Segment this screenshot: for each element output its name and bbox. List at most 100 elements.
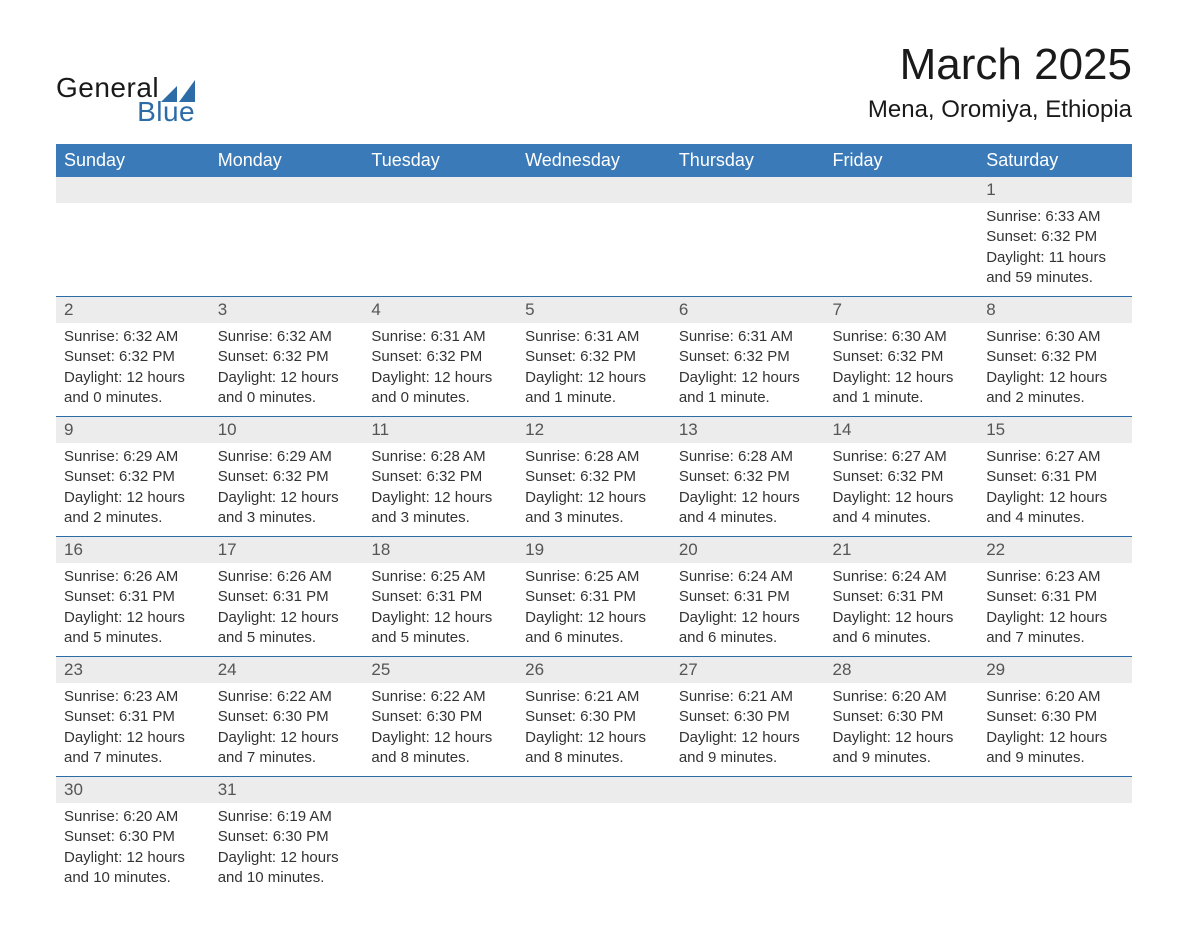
day-detail-cell: Sunrise: 6:19 AMSunset: 6:30 PMDaylight:… — [210, 803, 364, 896]
day-d1: Daylight: 12 hours — [986, 488, 1124, 508]
day-sr: Sunrise: 6:25 AM — [371, 567, 509, 587]
day-number-cell: 24 — [210, 657, 364, 684]
day-number-cell: 16 — [56, 537, 210, 564]
day-number-cell — [671, 177, 825, 203]
day-detail-cell: Sunrise: 6:26 AMSunset: 6:31 PMDaylight:… — [210, 563, 364, 657]
day-sr: Sunrise: 6:26 AM — [218, 567, 356, 587]
day-number-cell — [363, 177, 517, 203]
day-number-cell: 7 — [825, 297, 979, 324]
day-d2: and 0 minutes. — [64, 388, 202, 408]
day-detail-cell — [825, 803, 979, 896]
day-d2: and 4 minutes. — [833, 508, 971, 528]
day-number-cell — [363, 777, 517, 804]
day-detail-cell: Sunrise: 6:31 AMSunset: 6:32 PMDaylight:… — [363, 323, 517, 417]
day-number-cell: 29 — [978, 657, 1132, 684]
day-d2: and 3 minutes. — [525, 508, 663, 528]
day-d1: Daylight: 12 hours — [218, 848, 356, 868]
day-d2: and 59 minutes. — [986, 268, 1124, 288]
day-detail-cell: Sunrise: 6:26 AMSunset: 6:31 PMDaylight:… — [56, 563, 210, 657]
day-detail-cell — [210, 203, 364, 297]
day-detail-cell — [671, 203, 825, 297]
day-ss: Sunset: 6:32 PM — [64, 347, 202, 367]
day-ss: Sunset: 6:32 PM — [525, 467, 663, 487]
day-number-cell: 4 — [363, 297, 517, 324]
day-number-row: 23242526272829 — [56, 657, 1132, 684]
day-number-cell: 15 — [978, 417, 1132, 444]
day-d1: Daylight: 12 hours — [833, 608, 971, 628]
day-number-cell: 14 — [825, 417, 979, 444]
day-number-cell: 13 — [671, 417, 825, 444]
day-sr: Sunrise: 6:31 AM — [371, 327, 509, 347]
day-d1: Daylight: 12 hours — [525, 608, 663, 628]
day-d1: Daylight: 11 hours — [986, 248, 1124, 268]
day-number-cell: 21 — [825, 537, 979, 564]
day-sr: Sunrise: 6:19 AM — [218, 807, 356, 827]
day-detail-cell: Sunrise: 6:31 AMSunset: 6:32 PMDaylight:… — [517, 323, 671, 417]
day-ss: Sunset: 6:32 PM — [525, 347, 663, 367]
day-detail-cell: Sunrise: 6:23 AMSunset: 6:31 PMDaylight:… — [56, 683, 210, 777]
day-sr: Sunrise: 6:26 AM — [64, 567, 202, 587]
day-detail-row: Sunrise: 6:26 AMSunset: 6:31 PMDaylight:… — [56, 563, 1132, 657]
day-d1: Daylight: 12 hours — [833, 368, 971, 388]
day-detail-cell — [56, 203, 210, 297]
day-sr: Sunrise: 6:30 AM — [833, 327, 971, 347]
day-d2: and 9 minutes. — [986, 748, 1124, 768]
day-detail-cell: Sunrise: 6:27 AMSunset: 6:32 PMDaylight:… — [825, 443, 979, 537]
logo-word2: Blue — [137, 98, 195, 126]
day-d2: and 0 minutes. — [218, 388, 356, 408]
day-d1: Daylight: 12 hours — [679, 368, 817, 388]
day-number-row: 2345678 — [56, 297, 1132, 324]
day-detail-row: Sunrise: 6:32 AMSunset: 6:32 PMDaylight:… — [56, 323, 1132, 417]
day-detail-cell: Sunrise: 6:23 AMSunset: 6:31 PMDaylight:… — [978, 563, 1132, 657]
day-sr: Sunrise: 6:21 AM — [679, 687, 817, 707]
day-d1: Daylight: 12 hours — [218, 368, 356, 388]
day-ss: Sunset: 6:31 PM — [986, 587, 1124, 607]
day-d1: Daylight: 12 hours — [218, 728, 356, 748]
day-d1: Daylight: 12 hours — [525, 728, 663, 748]
day-ss: Sunset: 6:31 PM — [64, 587, 202, 607]
day-d1: Daylight: 12 hours — [986, 728, 1124, 748]
day-detail-cell — [825, 203, 979, 297]
location-subtitle: Mena, Oromiya, Ethiopia — [868, 96, 1132, 124]
day-detail-cell: Sunrise: 6:29 AMSunset: 6:32 PMDaylight:… — [56, 443, 210, 537]
day-sr: Sunrise: 6:27 AM — [833, 447, 971, 467]
day-number-cell: 12 — [517, 417, 671, 444]
day-ss: Sunset: 6:32 PM — [986, 347, 1124, 367]
day-number-cell: 5 — [517, 297, 671, 324]
day-detail-cell: Sunrise: 6:32 AMSunset: 6:32 PMDaylight:… — [210, 323, 364, 417]
day-number-cell: 19 — [517, 537, 671, 564]
weekday-header: Monday — [210, 144, 364, 177]
day-detail-row: Sunrise: 6:23 AMSunset: 6:31 PMDaylight:… — [56, 683, 1132, 777]
day-number-cell: 28 — [825, 657, 979, 684]
day-detail-cell — [978, 803, 1132, 896]
day-number-cell: 10 — [210, 417, 364, 444]
day-detail-cell: Sunrise: 6:28 AMSunset: 6:32 PMDaylight:… — [363, 443, 517, 537]
day-ss: Sunset: 6:30 PM — [371, 707, 509, 727]
day-d2: and 5 minutes. — [218, 628, 356, 648]
day-detail-cell — [363, 203, 517, 297]
day-d1: Daylight: 12 hours — [64, 608, 202, 628]
day-d2: and 10 minutes. — [218, 868, 356, 888]
day-d2: and 9 minutes. — [833, 748, 971, 768]
day-number-cell: 27 — [671, 657, 825, 684]
weekday-header: Friday — [825, 144, 979, 177]
day-detail-cell — [363, 803, 517, 896]
day-sr: Sunrise: 6:28 AM — [525, 447, 663, 467]
day-d2: and 7 minutes. — [64, 748, 202, 768]
day-d2: and 4 minutes. — [986, 508, 1124, 528]
day-d1: Daylight: 12 hours — [679, 608, 817, 628]
weekday-header-row: Sunday Monday Tuesday Wednesday Thursday… — [56, 144, 1132, 177]
day-sr: Sunrise: 6:32 AM — [64, 327, 202, 347]
day-d1: Daylight: 12 hours — [679, 728, 817, 748]
day-sr: Sunrise: 6:27 AM — [986, 447, 1124, 467]
day-detail-cell: Sunrise: 6:32 AMSunset: 6:32 PMDaylight:… — [56, 323, 210, 417]
day-d2: and 6 minutes. — [833, 628, 971, 648]
day-number-row: 1 — [56, 177, 1132, 203]
day-detail-cell: Sunrise: 6:20 AMSunset: 6:30 PMDaylight:… — [825, 683, 979, 777]
day-d2: and 6 minutes. — [525, 628, 663, 648]
weekday-header: Tuesday — [363, 144, 517, 177]
day-number-row: 3031 — [56, 777, 1132, 804]
day-ss: Sunset: 6:32 PM — [986, 227, 1124, 247]
day-number-cell: 30 — [56, 777, 210, 804]
day-d1: Daylight: 12 hours — [64, 728, 202, 748]
